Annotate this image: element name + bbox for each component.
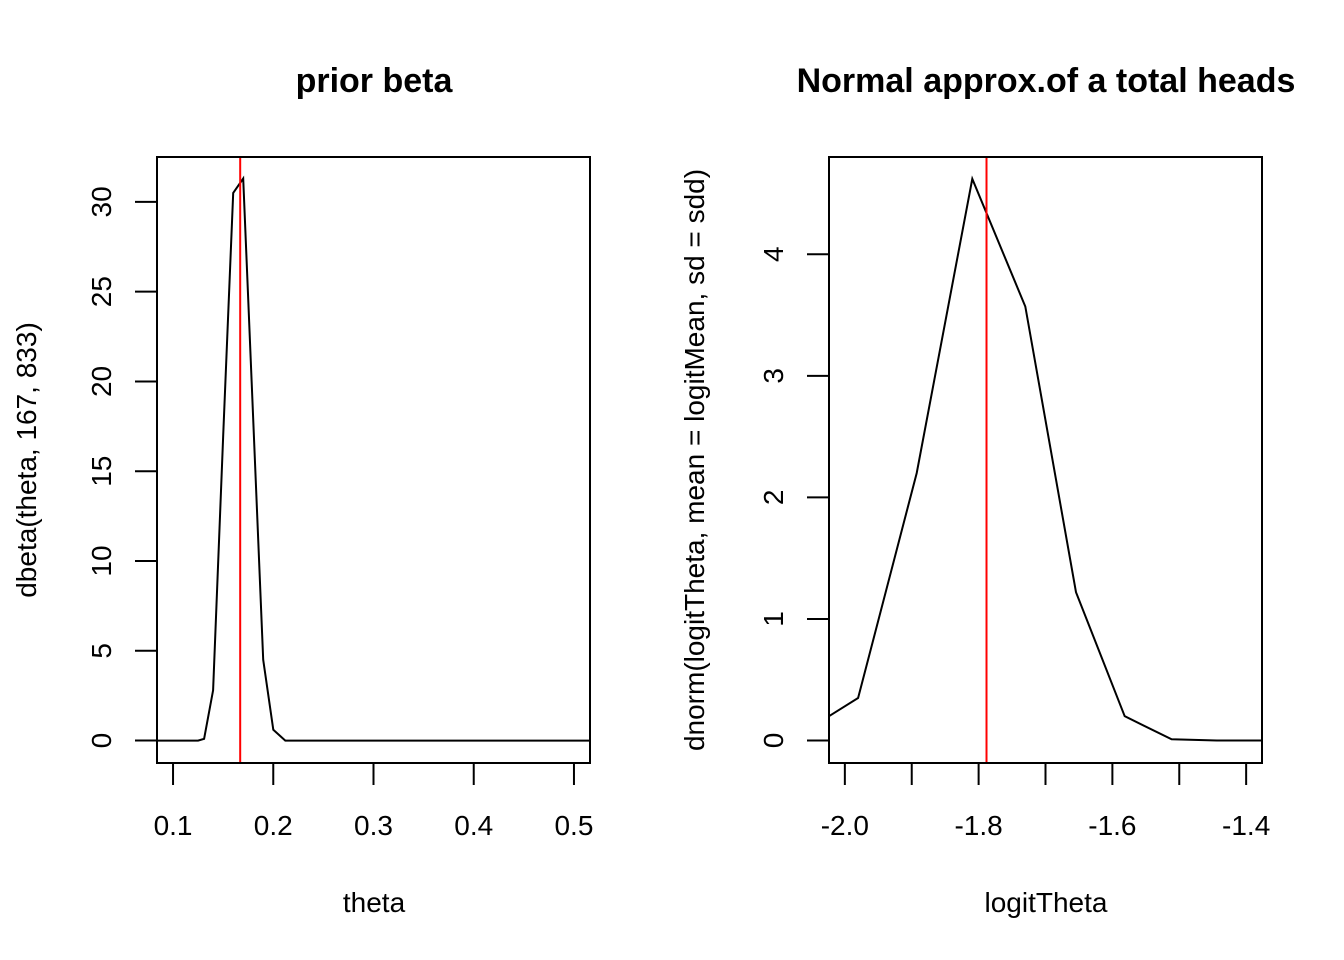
panel-normal-approx: Normal approx.of a total heads logitThet… [679,62,1295,918]
chart-title: prior beta [296,62,454,100]
plot-frame [828,156,1263,764]
y-tick-label: 3 [758,368,789,384]
y-tick-label: 10 [86,545,117,576]
y-tick-label: 0 [758,733,789,749]
y-tick-label: 0 [86,733,117,749]
y-tick-label: 30 [86,186,117,217]
y-tick-label: 1 [758,611,789,627]
y-tick-label: 25 [86,276,117,307]
y-tick-label: 20 [86,366,117,397]
y-tick-label: 5 [86,643,117,659]
series-line [828,175,1262,742]
x-tick-label: -1.8 [954,810,1002,841]
x-tick-label: 0.5 [554,810,593,841]
x-tick-label: 0.4 [454,810,493,841]
y-tick-label: 4 [758,246,789,262]
y-axis-label: dnorm(logitTheta, mean = logitMean, sd =… [679,169,710,751]
x-tick-label: 0.3 [354,810,393,841]
y-tick-label: 2 [758,490,789,506]
x-tick-label: -1.4 [1222,810,1270,841]
series-line [157,175,590,742]
y-axis-label: dbeta(theta, 167, 833) [11,322,42,598]
panel-prior-beta: prior beta theta dbeta(theta, 167, 833) … [11,62,593,918]
x-tick-label: -1.6 [1088,810,1136,841]
x-axis-label: theta [343,887,406,918]
y-tick-label: 15 [86,456,117,487]
x-tick-label: 0.1 [154,810,193,841]
x-axis-label: logitTheta [985,887,1108,918]
x-tick-label: -2.0 [821,810,869,841]
chart-title: Normal approx.of a total heads [797,62,1296,100]
x-tick-label: 0.2 [254,810,293,841]
